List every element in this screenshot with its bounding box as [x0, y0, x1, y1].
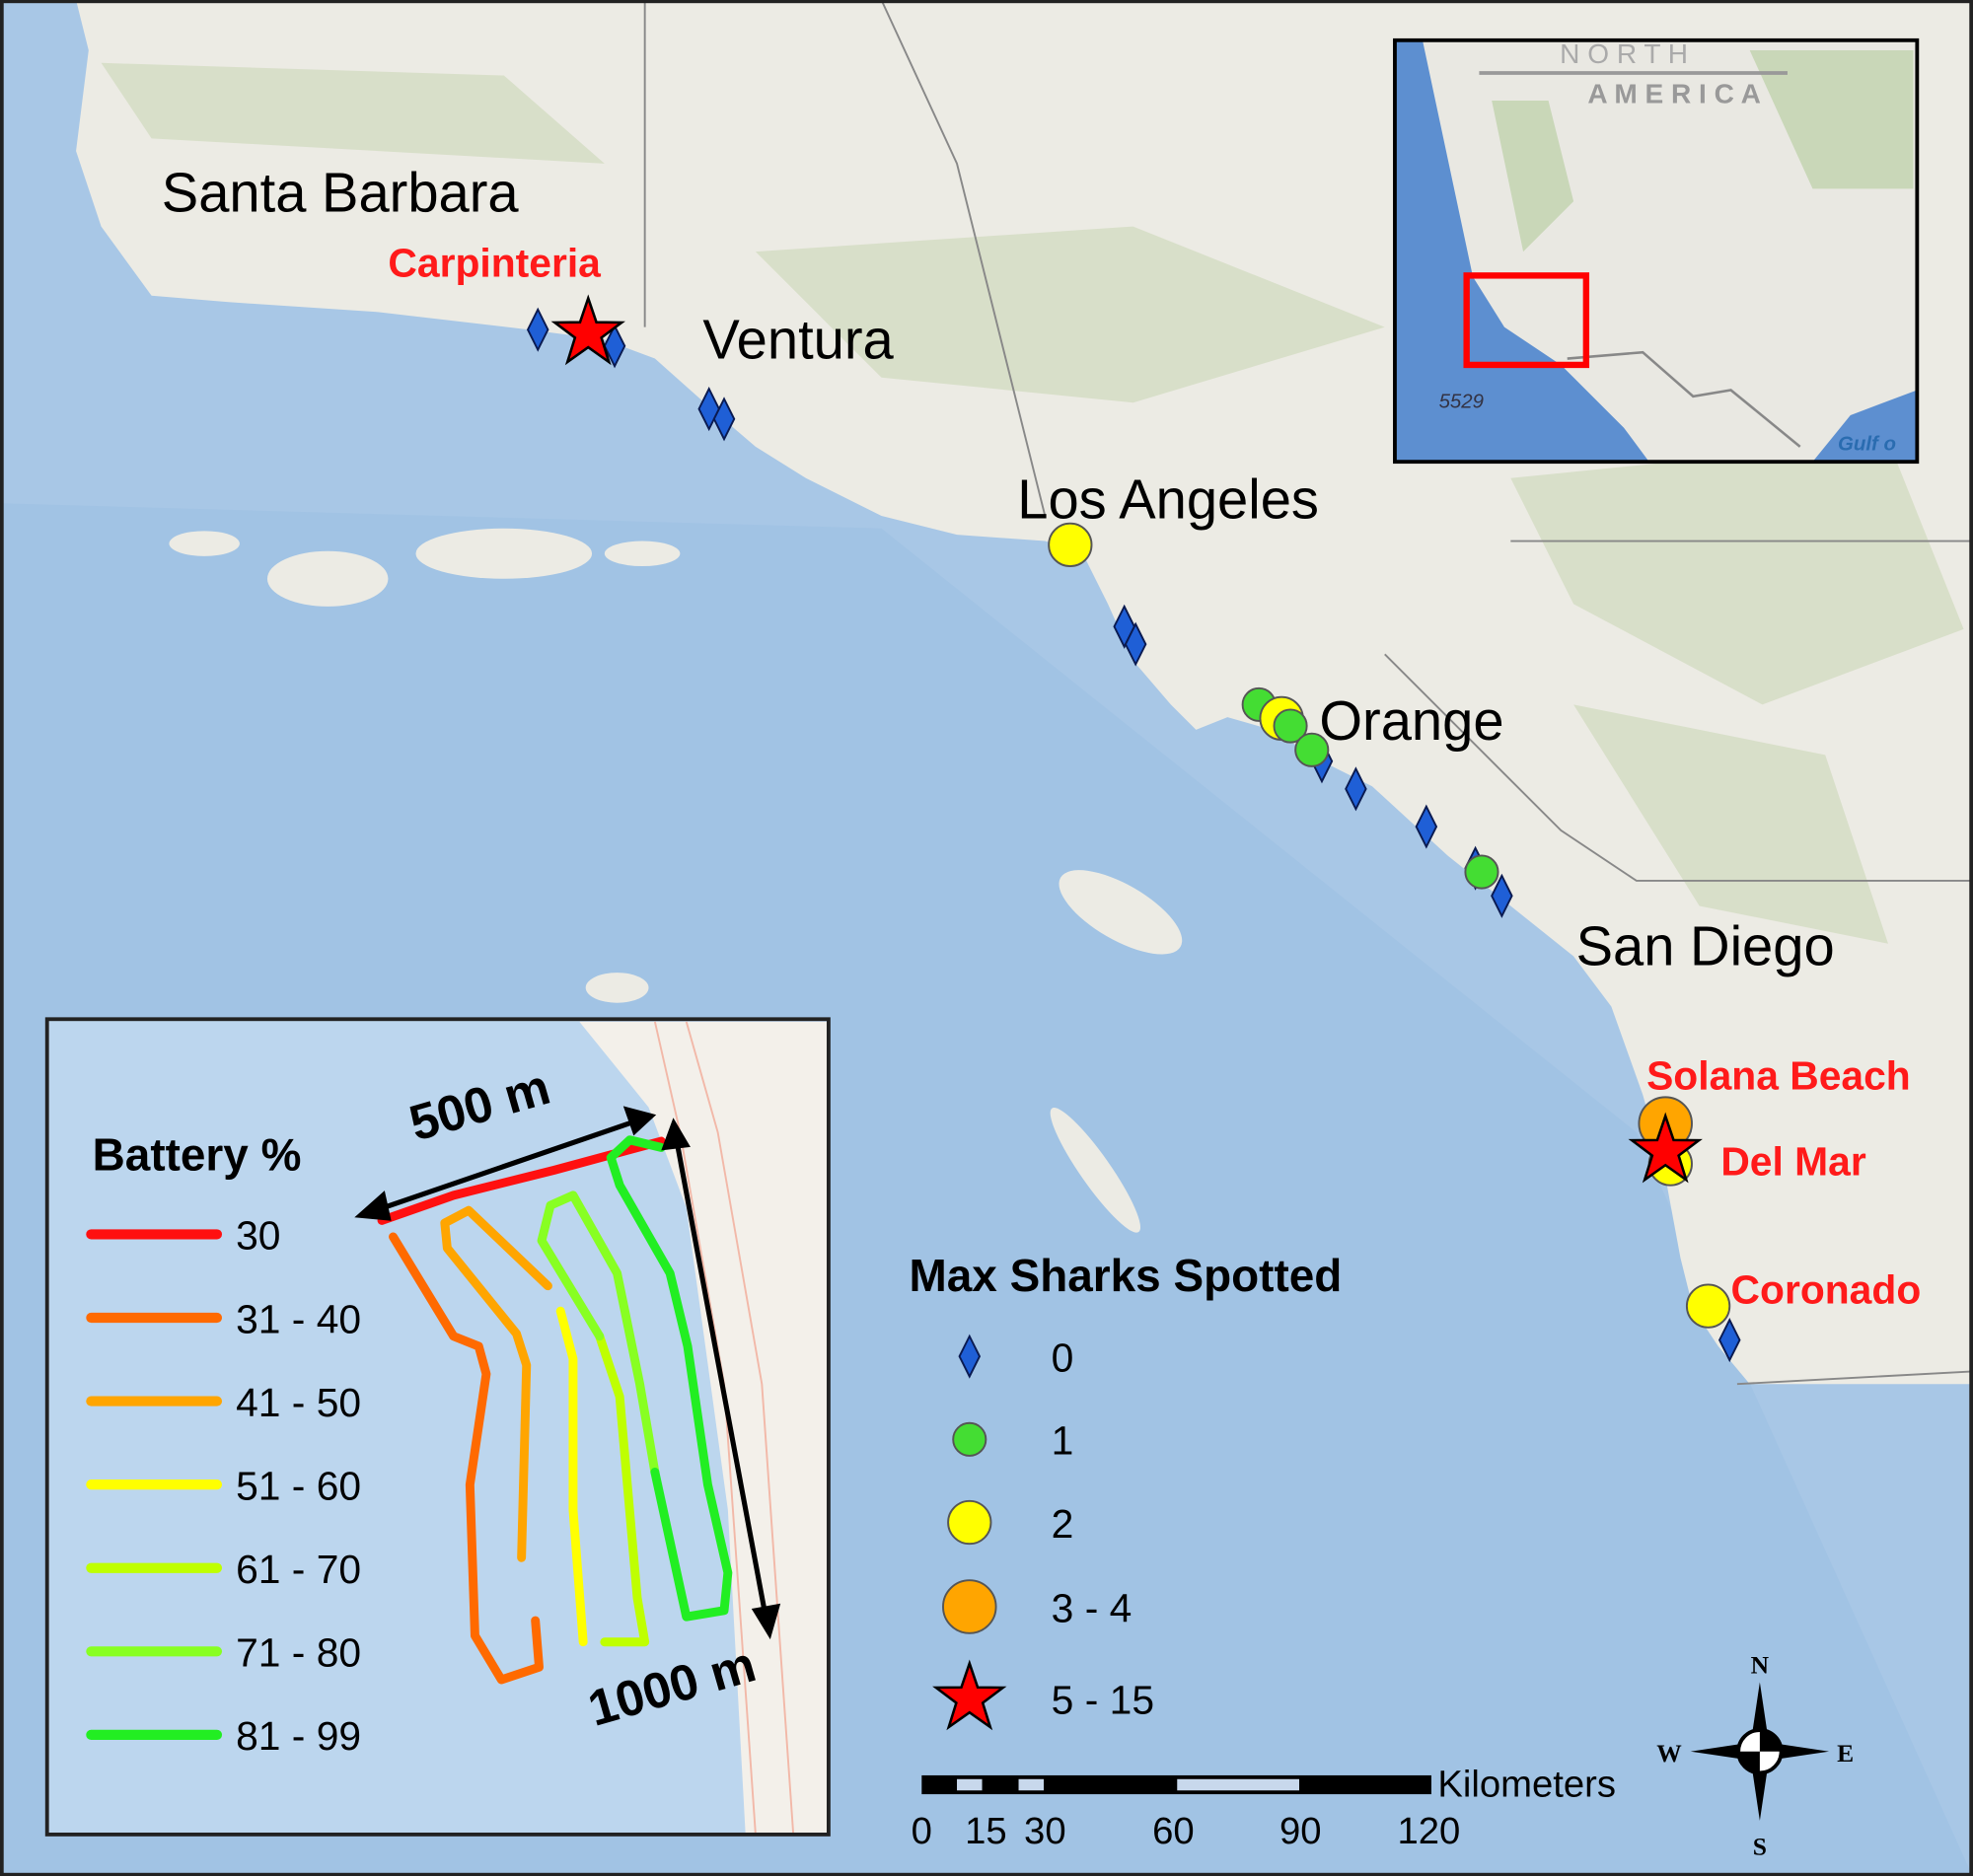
site-marker-diamond — [1124, 621, 1147, 667]
drone-track-segment — [606, 1135, 733, 1622]
label-santa-barbara: Santa Barbara — [162, 161, 520, 223]
label-orange: Orange — [1319, 689, 1503, 752]
scale-unit: Kilometers — [1437, 1764, 1616, 1806]
site-marker-circle — [1273, 708, 1308, 744]
site-marker-star — [1628, 1112, 1703, 1184]
compass-e: E — [1837, 1739, 1854, 1768]
battery-legend-label: 51 - 60 — [236, 1463, 361, 1508]
compass-s: S — [1753, 1832, 1767, 1860]
legend-symbol-circle — [952, 1421, 987, 1457]
study-extent-box — [1463, 272, 1590, 369]
site-marker-circle — [1294, 732, 1330, 767]
shark-legend-title: Max Sharks Spotted — [910, 1250, 1343, 1301]
locator-label-america: A M E R I C A — [1587, 79, 1761, 109]
legend-symbol-circle — [947, 1499, 992, 1546]
label-solana-beach: Solana Beach — [1646, 1053, 1911, 1099]
battery-legend-label: 71 - 80 — [236, 1630, 361, 1676]
drone-track-segment — [440, 1205, 552, 1562]
scale-tick-label: 90 — [1279, 1810, 1322, 1852]
label-san-diego: San Diego — [1576, 914, 1835, 976]
site-marker-diamond — [712, 397, 736, 442]
site-marker-diamond — [1415, 804, 1438, 849]
battery-legend-title: Battery % — [93, 1128, 302, 1180]
site-marker-diamond — [1717, 1318, 1741, 1363]
site-marker-diamond — [1345, 766, 1367, 812]
scale-tick-label: 60 — [1152, 1810, 1195, 1852]
county-borders — [643, 0, 1973, 1386]
label-ventura: Ventura — [702, 309, 894, 371]
scale-tick-label: 120 — [1397, 1810, 1460, 1852]
site-marker-circle — [1685, 1283, 1731, 1329]
north-arrow-icon: N S E W — [1656, 1651, 1854, 1861]
label-coronado: Coronado — [1731, 1267, 1922, 1313]
terrain-relief — [101, 62, 1964, 944]
shark-legend-label: 2 — [1052, 1501, 1074, 1547]
scale-tick-label: 0 — [912, 1810, 932, 1852]
compass-w: W — [1656, 1739, 1682, 1768]
shark-legend: Max Sharks Spotted 0 1 2 3 - 4 5 - 15 — [910, 1250, 1343, 1731]
locator-gulf-label: Gulf o — [1838, 434, 1896, 456]
site-marker-diamond — [603, 324, 626, 369]
site-marker-diamond — [1491, 873, 1513, 918]
drone-track-segment — [595, 1332, 650, 1647]
battery-legend-label: 31 - 40 — [236, 1296, 361, 1341]
legend-symbol-diamond — [958, 1334, 982, 1379]
drone-track-segment — [555, 1306, 588, 1647]
channel-islands — [169, 528, 1183, 1233]
shark-legend-label: 1 — [1052, 1418, 1074, 1464]
legend-symbol-circle — [942, 1579, 997, 1634]
shark-legend-label: 5 - 15 — [1052, 1677, 1154, 1722]
shark-legend-label: 3 - 4 — [1052, 1585, 1133, 1630]
compass-n: N — [1751, 1651, 1770, 1680]
locator-map: N O R T H A M E R I C A 5529 Gulf o — [1393, 38, 1920, 465]
battery-legend-label: 61 - 70 — [236, 1547, 361, 1592]
battery-legend-label: 41 - 50 — [236, 1380, 361, 1425]
site-marker-star — [550, 294, 625, 366]
site-marker-circle — [1048, 522, 1093, 568]
drone-track-segment — [389, 1232, 544, 1685]
label-del-mar: Del Mar — [1720, 1138, 1866, 1184]
drone-track-segment — [537, 1191, 660, 1477]
legend-symbol-star — [932, 1659, 1007, 1731]
scale-bar: Kilometers 0 15 30 60 90 120 — [912, 1764, 1616, 1852]
site-marker-diamond — [526, 307, 549, 352]
label-los-angeles: Los Angeles — [1017, 469, 1319, 531]
scale-tick-label: 15 — [965, 1810, 1007, 1852]
dimension-arrows — [354, 1106, 781, 1640]
shark-legend-label: 0 — [1052, 1335, 1074, 1380]
locator-depth-label: 5529 — [1439, 391, 1484, 412]
battery-legend-label: 30 — [236, 1213, 280, 1259]
locator-label-north: N O R T H — [1560, 38, 1688, 69]
site-marker-circle — [1464, 854, 1499, 890]
survey-sites — [526, 294, 1741, 1363]
battery-legend-label: 81 - 99 — [236, 1713, 361, 1759]
label-carpinteria: Carpinteria — [388, 241, 601, 286]
scale-tick-label: 30 — [1024, 1810, 1066, 1852]
